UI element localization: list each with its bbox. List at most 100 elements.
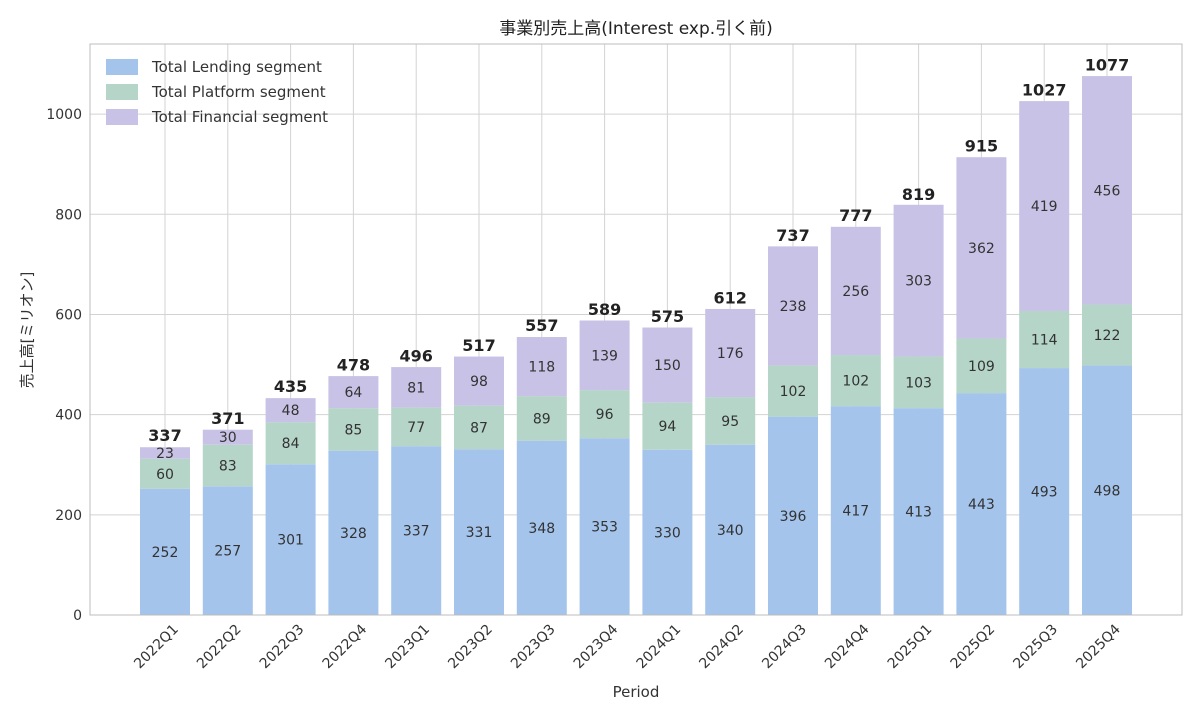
bar-segment [516, 337, 567, 397]
x-tick-label: 2023Q3 [508, 622, 559, 673]
segment-value-label: 103 [905, 375, 932, 391]
bar-segment [579, 438, 630, 615]
segment-value-label: 83 [219, 458, 237, 474]
bar-segment [1082, 304, 1132, 366]
total-value-label: 777 [839, 206, 872, 225]
segment-value-label: 109 [968, 359, 995, 375]
legend-swatch [106, 109, 138, 125]
bar-segment [140, 458, 190, 489]
x-tick-label: 2024Q1 [634, 622, 685, 673]
total-value-label: 496 [399, 347, 432, 366]
y-tick-label: 1000 [46, 107, 82, 123]
bar-segment [642, 327, 693, 403]
total-value-label: 589 [588, 300, 621, 319]
x-tick-label: 2024Q2 [696, 622, 747, 673]
x-tick-label: 2023Q4 [571, 621, 622, 672]
bar-segment [454, 356, 504, 406]
segment-value-label: 102 [842, 374, 869, 390]
chart-title: 事業別売上高(Interest exp.引く前) [499, 19, 773, 39]
x-tick-label: 2025Q3 [1010, 622, 1061, 673]
bar-segment [202, 429, 253, 445]
segment-value-label: 328 [340, 526, 367, 542]
segment-value-label: 118 [528, 360, 555, 376]
bar-segment [956, 338, 1007, 394]
bar-segment [265, 464, 316, 615]
segment-value-label: 81 [407, 380, 425, 396]
segment-value-label: 64 [344, 385, 362, 401]
segment-value-label: 257 [214, 544, 241, 560]
y-tick-label: 400 [55, 408, 82, 424]
segment-value-label: 396 [780, 509, 807, 525]
bar-segment [768, 416, 818, 615]
total-value-label: 915 [965, 137, 998, 156]
segment-value-label: 238 [780, 299, 807, 315]
bar-segment [140, 488, 190, 615]
segment-value-label: 77 [407, 420, 425, 436]
x-tick-label: 2023Q1 [382, 622, 433, 673]
labels-layer: 2526023337257833037130184484353288564478… [148, 56, 1129, 561]
legend: Total Lending segment Total Platform segm… [106, 58, 328, 126]
bar-segment [328, 376, 379, 409]
bar-segment [1019, 310, 1070, 369]
plot-frame [89, 43, 1183, 616]
bar-segment [202, 486, 253, 615]
total-value-label: 1077 [1085, 56, 1130, 75]
x-tick-label: 2022Q4 [320, 621, 371, 672]
bar-segment [454, 405, 504, 450]
bar-segment [516, 440, 567, 615]
segment-value-label: 353 [591, 520, 618, 536]
segment-value-label: 30 [219, 430, 237, 446]
x-tick-label: 2022Q2 [194, 622, 245, 673]
bar-segment [328, 450, 379, 615]
total-value-label: 575 [651, 307, 684, 326]
x-tick-label: 2025Q4 [1073, 621, 1124, 672]
segment-value-label: 419 [1031, 199, 1058, 215]
total-value-label: 478 [337, 356, 370, 375]
segment-value-label: 348 [528, 521, 555, 537]
segment-value-label: 331 [466, 525, 493, 541]
x-axis-title: Period [613, 683, 660, 701]
bar-segment [140, 447, 190, 459]
segment-value-label: 337 [403, 524, 430, 540]
segment-value-label: 85 [344, 422, 362, 438]
segment-value-label: 84 [282, 436, 300, 452]
segment-value-label: 362 [968, 241, 995, 257]
y-tick-label: 800 [55, 207, 82, 223]
total-value-label: 517 [462, 336, 495, 355]
bar-segment [642, 449, 693, 615]
bar-segment [830, 355, 881, 407]
segment-value-label: 102 [780, 384, 807, 400]
bar-segment [642, 402, 693, 450]
segment-value-label: 256 [842, 284, 869, 300]
bar-segment [579, 390, 630, 439]
legend-label: Total Platform segment [151, 83, 326, 101]
segment-value-label: 176 [717, 346, 744, 362]
total-value-label: 737 [776, 226, 809, 245]
bar-segment [328, 408, 379, 451]
bar-segment [391, 407, 442, 447]
bars-layer [140, 76, 1132, 615]
bar-segment [893, 408, 944, 615]
bar-segment [1082, 76, 1132, 305]
bar-segment [768, 365, 818, 417]
segment-value-label: 60 [156, 467, 174, 483]
segment-value-label: 303 [905, 274, 932, 290]
segment-value-label: 252 [152, 545, 179, 561]
bar-segment [1082, 365, 1132, 615]
bar-segment [391, 367, 442, 408]
bar-segment [705, 308, 756, 398]
segment-value-label: 89 [533, 411, 551, 427]
x-tick-label: 2024Q4 [822, 621, 873, 672]
total-value-label: 337 [148, 426, 181, 445]
bar-segment [265, 398, 316, 423]
bar-segment [956, 393, 1007, 615]
y-axis-title: 売上高[ミリオン] [18, 272, 36, 389]
x-tick-label: 2022Q3 [257, 622, 308, 673]
bar-segment [454, 449, 504, 615]
bar-segment [830, 406, 881, 615]
total-value-label: 819 [902, 185, 935, 204]
segment-value-label: 330 [654, 525, 681, 541]
bar-segment [830, 226, 881, 356]
